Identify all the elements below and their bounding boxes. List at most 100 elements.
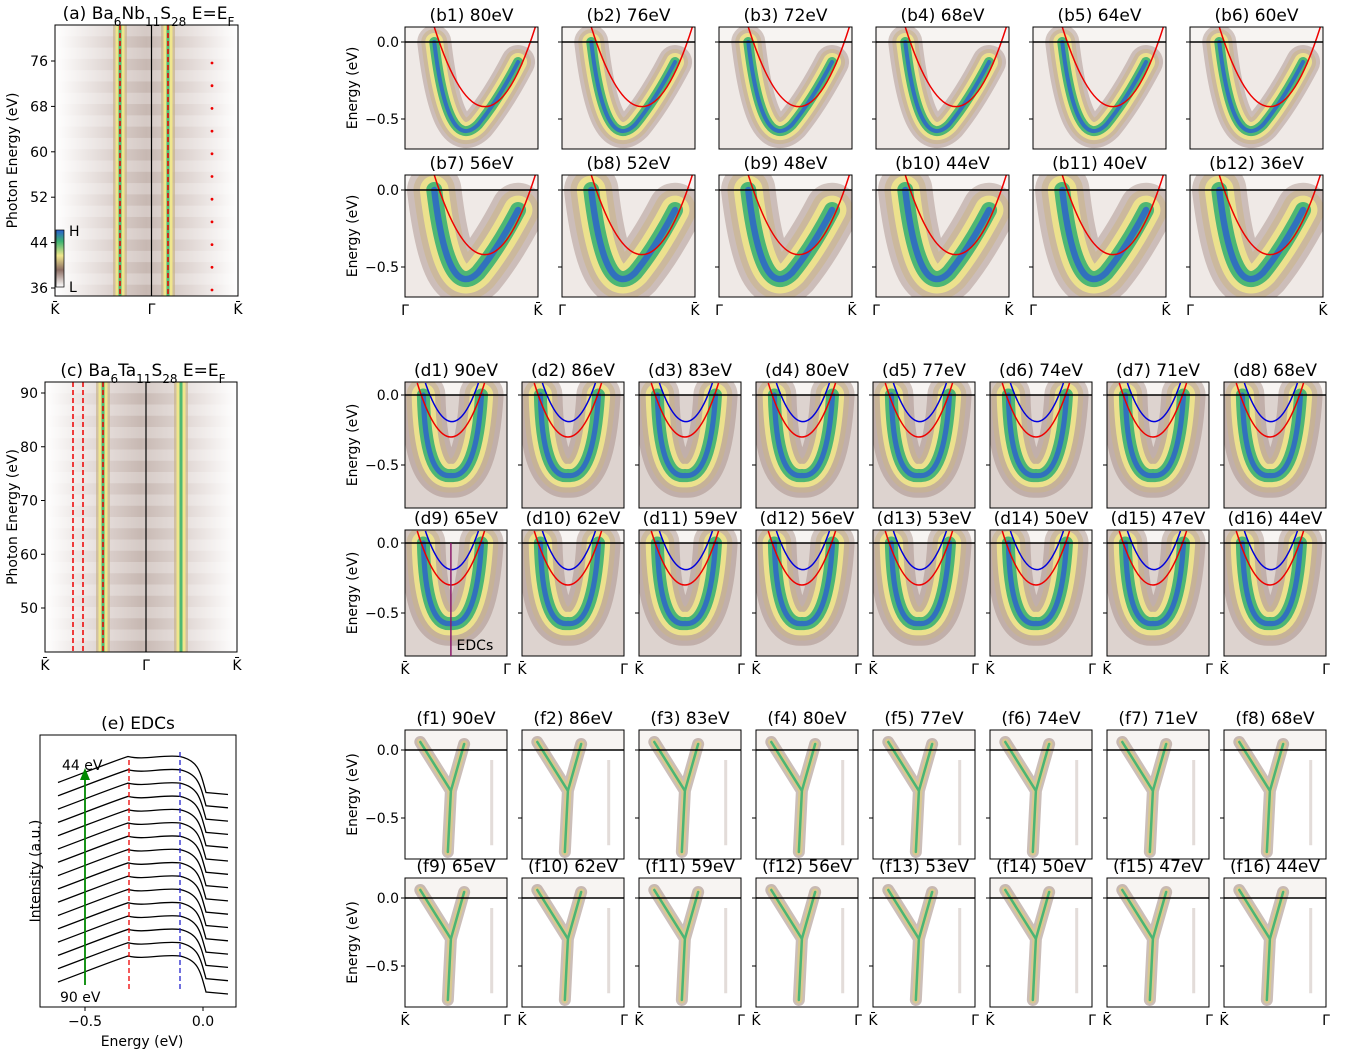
y-axis-label: Photon Energy (eV) — [5, 449, 21, 585]
x-tick-label: K̄ — [1102, 660, 1112, 678]
x-tick-label: Γ̄ — [1322, 1013, 1330, 1029]
y-tick-label: −0.5 — [365, 260, 399, 276]
panel-title: (f11) 59eV — [645, 857, 735, 877]
heatmap — [1033, 175, 1166, 297]
x-axis-label: Energy (eV) — [101, 1034, 184, 1050]
title-part: Nb — [121, 4, 145, 24]
stripe — [55, 161, 238, 172]
y-axis-label: Energy (eV) — [345, 47, 361, 130]
panel-title: (f8) 68eV — [1235, 709, 1315, 729]
panel-title: (d6) 74eV — [999, 361, 1083, 381]
y-axis-label: Energy (eV) — [345, 195, 361, 278]
x-tick-label: K̄ — [517, 1011, 527, 1029]
y-tick-label: −0.5 — [365, 811, 399, 827]
edc-curve — [58, 902, 228, 940]
y-axis-label: Energy (eV) — [345, 404, 361, 487]
fit-dot — [211, 152, 214, 155]
x-tick-label: K̄ — [517, 660, 527, 678]
stripe — [55, 93, 238, 104]
x-tick-label: Γ̄ — [558, 303, 566, 319]
panel-title: (e) EDCs — [101, 714, 175, 734]
annotation: EDCs — [457, 638, 494, 654]
fit-dot — [211, 62, 214, 65]
x-tick-label: Γ̄ — [1322, 662, 1330, 678]
x-tick-label: Γ̄ — [854, 1013, 862, 1029]
title-part: S — [160, 4, 171, 24]
y-tick-label: 44 — [30, 236, 48, 252]
y-tick-label: −0.5 — [365, 112, 399, 128]
x-tick-label: Γ̄ — [142, 658, 150, 674]
x-tick-label: K̄ — [690, 301, 700, 319]
y-tick-label: 0.0 — [377, 536, 399, 552]
edc-curve — [58, 823, 228, 861]
x-tick-label: K̄ — [847, 301, 857, 319]
panel-title: (d5) 77eV — [882, 361, 966, 381]
heatmap — [1107, 530, 1209, 656]
panel-title: (d13) 53eV — [877, 509, 972, 529]
panel-title: (b3) 72eV — [744, 6, 828, 26]
heatmap — [405, 382, 507, 508]
panel-title: (d4) 80eV — [765, 361, 849, 381]
panel-title: (f6) 74eV — [1001, 709, 1081, 729]
stripe — [45, 585, 237, 596]
heatmap — [522, 530, 624, 656]
x-tick-label: Γ̄ — [971, 662, 979, 678]
subscript: 11 — [136, 372, 151, 386]
panel-title: (b10) 44eV — [895, 154, 990, 174]
y-tick-label: 52 — [30, 190, 48, 206]
edc-curve — [58, 809, 228, 847]
subscript: F — [227, 15, 234, 29]
panel-title: (f14) 50eV — [996, 857, 1086, 877]
heatmap — [405, 27, 538, 149]
heatmap — [1224, 530, 1326, 656]
heatmap — [55, 25, 238, 296]
panel-title: (b12) 36eV — [1209, 154, 1304, 174]
y-tick-label: 76 — [30, 54, 48, 70]
x-tick-label: Γ̄ — [1029, 303, 1037, 319]
heatmap — [719, 27, 852, 149]
x-tick-label: K̄ — [400, 660, 410, 678]
y-tick-label: −0.5 — [365, 959, 399, 975]
stripe — [45, 540, 237, 551]
heatmap — [873, 530, 975, 656]
stripe — [45, 472, 237, 483]
x-tick-label: Γ̄ — [737, 662, 745, 678]
y-tick-label: 68 — [30, 99, 48, 115]
panel-title: (f7) 71eV — [1118, 709, 1198, 729]
heatmap — [1190, 175, 1323, 297]
edc-curve — [58, 956, 228, 994]
panel-title: (d1) 90eV — [414, 361, 498, 381]
subscript: 28 — [171, 15, 186, 29]
panel-title: (d2) 86eV — [531, 361, 615, 381]
heatmap — [756, 530, 858, 656]
panel-title: (d8) 68eV — [1233, 361, 1317, 381]
panel-title: (d12) 56eV — [760, 509, 855, 529]
y-tick-label: −0.5 — [365, 606, 399, 622]
panel-title: (f4) 80eV — [767, 709, 847, 729]
fit-dot — [211, 130, 214, 133]
heatmap — [756, 382, 858, 508]
x-tick-label: 0.0 — [192, 1014, 214, 1030]
title-part: (a) Ba — [63, 4, 114, 24]
panel-title: (d16) 44eV — [1228, 509, 1323, 529]
fit-dot — [211, 198, 214, 201]
x-tick-label: K̄ — [868, 1011, 878, 1029]
heatmap — [876, 175, 1009, 297]
stripe — [45, 405, 237, 416]
x-tick-label: Γ̄ — [1205, 1013, 1213, 1029]
stripe — [55, 115, 238, 126]
x-tick-label: K̄ — [985, 660, 995, 678]
y-tick-label: 0.0 — [377, 891, 399, 907]
stripe — [45, 495, 237, 506]
x-tick-label: Γ̄ — [1186, 303, 1194, 319]
x-tick-label: K̄ — [50, 300, 60, 318]
x-tick-label: K̄ — [400, 1011, 410, 1029]
heatmap — [1224, 382, 1326, 508]
y-tick-label: 0.0 — [377, 35, 399, 51]
heatmap — [562, 175, 695, 297]
stripe — [55, 206, 238, 217]
panel-title: (d15) 47eV — [1111, 509, 1206, 529]
panel-title: (b7) 56eV — [430, 154, 514, 174]
stripe — [55, 251, 238, 262]
title-part: E=E — [178, 361, 219, 381]
